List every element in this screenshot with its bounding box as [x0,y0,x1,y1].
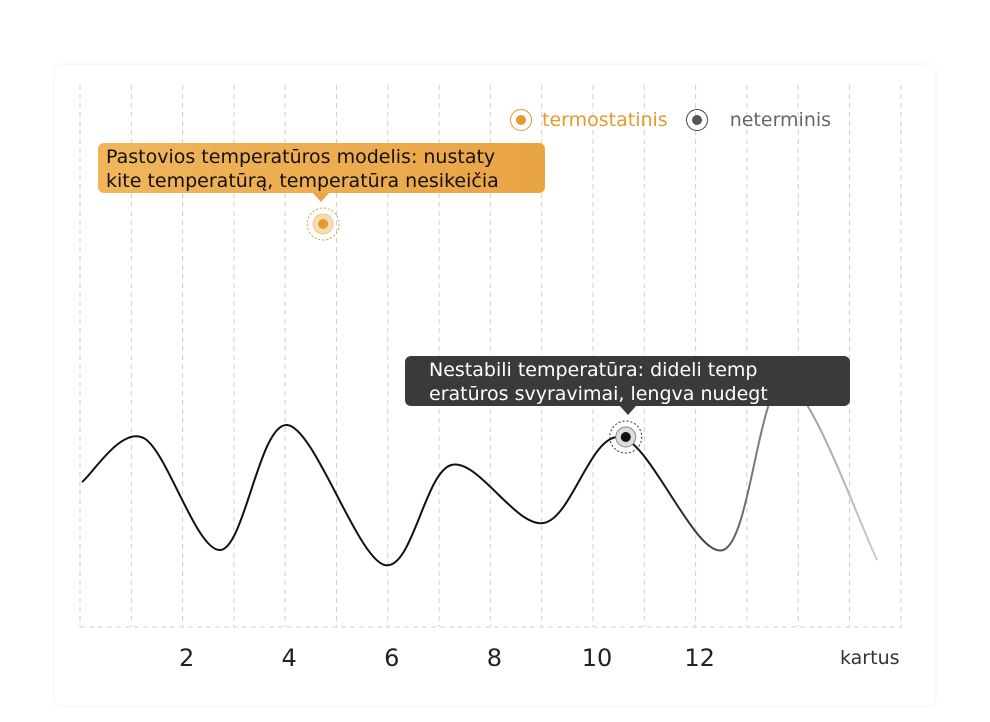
marker-neterminis[interactable] [620,432,631,442]
legend-marker-orange-icon [510,109,532,131]
x-axis-label: kartus [840,647,900,669]
legend-marker-dark-icon [685,109,708,131]
legend-label: neterminis [729,109,832,131]
annotation-line-1: Pastovios temperatūros modelis: nustaty [106,146,496,168]
marker-termostatinis[interactable] [318,219,329,229]
legend-item-termostatinis[interactable]: termostatinis [510,109,668,131]
x-tick-label: 10 [581,644,613,672]
x-tick-label: 8 [486,644,503,672]
x-tick-label: 12 [684,644,715,672]
x-tick-label: 2 [178,644,195,672]
line-termostatinis [81,224,878,250]
legend-item-neterminis[interactable]: neterminis [685,109,832,131]
legend: termostatinis neterminis [510,106,849,134]
annotation-line-2: kite temperatūrą, temperatūra nesikeičia [106,170,499,192]
annotation-termostatinis: Pastovios temperatūros modelis: nustaty … [98,143,545,202]
area-termostatinis [82,225,878,627]
annotation-line-2: eratūros svyravimai, lengva nudegt [429,383,768,405]
annotation-neterminis: Nestabili temperatūra: dideli temp eratū… [405,356,850,415]
line-neterminis [81,380,879,567]
x-tick-label: 4 [281,644,297,672]
x-tick-label: 6 [384,644,400,672]
legend-label: termostatinis [542,109,668,131]
series-termostatinis [81,224,878,627]
marker-ring [306,207,340,241]
annotation-line-1: Nestabili temperatūra: dideli temp [429,359,758,381]
marker-ring [609,420,643,454]
